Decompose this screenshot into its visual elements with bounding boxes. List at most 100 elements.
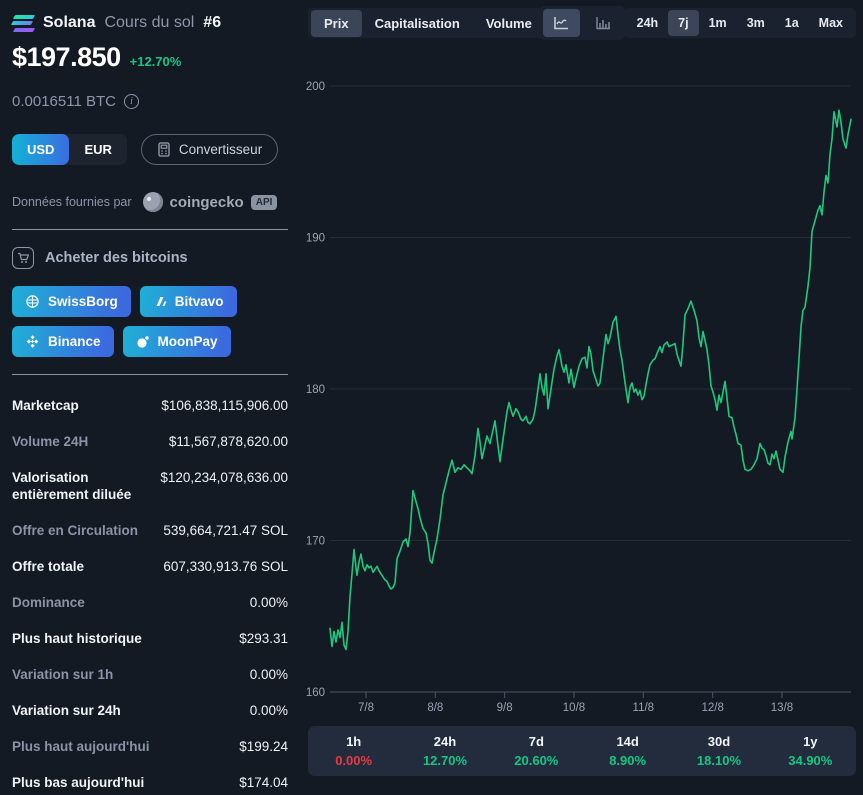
- stat-label-volume-24h: Volume 24H: [12, 434, 89, 449]
- tab-volume[interactable]: Volume: [473, 10, 545, 37]
- info-icon[interactable]: i: [123, 94, 139, 109]
- stat-value-valorisation-enti-rement-dilu-e: $120,234,078,636.00: [160, 470, 288, 485]
- coingecko-icon: [142, 192, 163, 212]
- converter-button[interactable]: Convertisseur: [140, 134, 279, 165]
- exchange-label: SwissBorg: [48, 294, 118, 309]
- stat-value-marketcap: $106,838,115,906.00: [161, 398, 288, 413]
- stat-value-offre-en-circulation: 539,664,721.47 SOL: [163, 523, 288, 538]
- moonpay-icon: [136, 335, 149, 348]
- exchange-buttons: SwissBorg Bitvavo Binance Moo: [12, 286, 288, 357]
- x-tick-label: 9/8: [497, 702, 513, 714]
- range-7j[interactable]: 7j: [668, 10, 699, 36]
- swissborg-button[interactable]: SwissBorg: [12, 286, 131, 317]
- stat-value-plus-haut-historique: $293.31: [239, 631, 288, 646]
- range-1a[interactable]: 1a: [775, 10, 809, 36]
- stat-value-volume-24h: $11,567,878,620.00: [168, 434, 288, 449]
- swissborg-icon: [26, 295, 39, 308]
- stat-value-offre-totale: 607,330,913.76 SOL: [163, 559, 288, 574]
- x-tick-label: 8/8: [427, 702, 443, 714]
- current-price: $197.850: [12, 42, 121, 72]
- price-line-series: [329, 109, 852, 651]
- stat-label-offre-totale: Offre totale: [12, 559, 85, 574]
- range-3m[interactable]: 3m: [737, 10, 775, 36]
- separator: [12, 229, 288, 230]
- coingecko-wordmark[interactable]: coingecko: [169, 193, 244, 211]
- x-tick-label: 13/8: [771, 702, 793, 714]
- btc-value: 0.0016511 BTC: [12, 93, 116, 110]
- line-chart-button[interactable]: [543, 9, 580, 37]
- exchange-label: Binance: [48, 334, 101, 349]
- calculator-icon: [158, 142, 170, 157]
- currency-usd-button[interactable]: USD: [12, 134, 70, 165]
- line-chart-icon: [554, 16, 568, 29]
- stat-row: Volume 24H $11,567,878,620.00: [12, 433, 288, 450]
- perf-item-14d: 14d 8.90%: [582, 734, 673, 768]
- perf-period: 1h: [346, 734, 362, 749]
- stat-value-variation-sur-1h: 0.00%: [249, 667, 288, 682]
- exchange-label: MoonPay: [157, 334, 218, 349]
- stat-value-dominance: 0.00%: [249, 595, 288, 610]
- stats-list: Marketcap $106,838,115,906.00 Volume 24H $1…: [12, 397, 288, 791]
- binance-button[interactable]: Binance: [12, 326, 114, 357]
- y-tick-label: 170: [306, 536, 325, 548]
- attribution-text: Données fournies par: [12, 195, 132, 209]
- stat-label-variation-sur-1h: Variation sur 1h: [12, 667, 114, 682]
- x-tick-label: 7/8: [358, 702, 374, 714]
- stat-label-variation-sur-24h: Variation sur 24h: [12, 703, 121, 718]
- exchange-label: Bitvavo: [174, 294, 224, 309]
- time-range-selector: 24h 7j 1m 3m 1a Max: [623, 8, 856, 38]
- btc-value-row: 0.0016511 BTC i: [12, 93, 288, 110]
- sidebar: Solana Cours du sol #6 $197.850 +12.70% …: [0, 0, 300, 795]
- price-chart[interactable]: 200 190 180 170 160 7/8 8/8 9/8 10/8 11/8 12/8 13/8: [300, 0, 863, 720]
- coin-subtitle: Cours du sol: [104, 14, 195, 31]
- stat-row: Plus haut historique $293.31: [12, 630, 288, 647]
- perf-item-7d: 7d 20.60%: [491, 734, 582, 768]
- range-24h[interactable]: 24h: [627, 10, 669, 36]
- perf-value: 34.90%: [788, 753, 833, 768]
- bar-chart-button[interactable]: [585, 9, 622, 37]
- range-1m[interactable]: 1m: [699, 10, 737, 36]
- converter-label: Convertisseur: [178, 142, 263, 157]
- perf-value: 18.10%: [696, 753, 742, 768]
- stat-row: Variation sur 24h 0.00%: [12, 702, 288, 719]
- cart-icon: [12, 247, 34, 269]
- metric-tabs: Prix Capitalisation Volume: [308, 8, 548, 38]
- stat-label-valorisation-enti-rement-dilu-e: Valorisation entièrement diluée: [12, 470, 132, 502]
- x-tick-label: 12/8: [701, 702, 723, 714]
- perf-value: 8.90%: [609, 753, 647, 768]
- chart-type-toggle: [540, 6, 625, 40]
- currency-toggle: USD EUR: [12, 134, 127, 165]
- coin-header: Solana Cours du sol #6: [10, 14, 288, 32]
- bitvavo-icon: [156, 297, 167, 306]
- stat-value-plus-haut-aujourd-hui: $199.24: [239, 739, 288, 754]
- perf-value: 0.00%: [335, 753, 373, 768]
- perf-value: 20.60%: [514, 753, 559, 768]
- buy-bitcoins-title: Acheter des bitcoins: [45, 250, 188, 266]
- price-row: $197.850 +12.70%: [12, 42, 288, 73]
- stat-label-plus-haut-historique: Plus haut historique: [12, 631, 142, 646]
- perf-item-24h: 24h 12.70%: [399, 734, 490, 768]
- stat-row: Offre totale 607,330,913.76 SOL: [12, 558, 288, 575]
- api-badge: API: [250, 194, 278, 210]
- x-tick-label: 11/8: [633, 702, 655, 714]
- perf-value: 12.70%: [422, 753, 468, 768]
- perf-period: 1y: [803, 734, 818, 749]
- currency-eur-button[interactable]: EUR: [69, 134, 126, 165]
- perf-period: 14d: [616, 734, 639, 749]
- coin-rank: #6: [203, 14, 222, 31]
- perf-item-1y: 1y 34.90%: [765, 734, 856, 768]
- bitvavo-button[interactable]: Bitvavo: [139, 286, 237, 317]
- x-tick-label: 10/8: [563, 702, 585, 714]
- perf-item-1h: 1h 0.00%: [308, 734, 399, 768]
- range-max[interactable]: Max: [809, 10, 853, 36]
- performance-bar: 1h 0.00% 24h 12.70% 7d 20.60% 14d 8.90% 30d 18.10…: [308, 726, 856, 776]
- moonpay-button[interactable]: MoonPay: [122, 326, 231, 357]
- tab-prix[interactable]: Prix: [311, 9, 362, 37]
- tab-capitalisation[interactable]: Capitalisation: [362, 10, 473, 37]
- stat-row: Marketcap $106,838,115,906.00: [12, 397, 288, 414]
- coin-name: Solana: [43, 14, 96, 31]
- binance-icon: [26, 335, 39, 348]
- stat-value-plus-bas-aujourd-hui: $174.04: [239, 775, 288, 790]
- stat-label-dominance: Dominance: [12, 595, 85, 610]
- stat-row: Dominance 0.00%: [12, 594, 288, 611]
